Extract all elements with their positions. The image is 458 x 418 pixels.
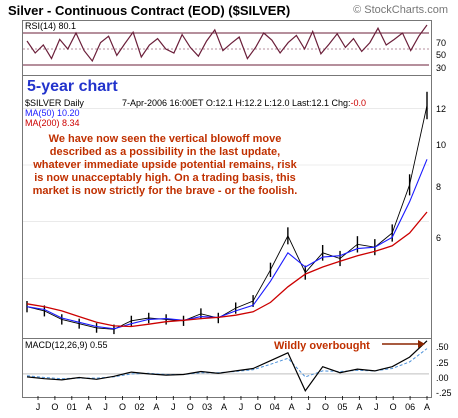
x-tick-label: O bbox=[51, 402, 59, 412]
x-tick-label: 03 bbox=[202, 402, 213, 412]
x-tick-label: A bbox=[423, 402, 431, 412]
x-tick-label: A bbox=[153, 402, 160, 412]
rsi-label: RSI(14) 80.1 bbox=[25, 21, 77, 31]
quote-label: 7-Apr-2006 16:00ET O:12.1 H:12.2 L:12.0 … bbox=[122, 98, 366, 108]
macd-tick-25: .25 bbox=[436, 358, 449, 368]
x-tick-label: 04 bbox=[269, 402, 280, 412]
ma200-line bbox=[26, 211, 428, 328]
ma50-line bbox=[26, 159, 428, 330]
five-year-label: 5-year chart bbox=[27, 78, 118, 95]
ma50-label: MA(50) 10.20 bbox=[25, 108, 80, 118]
x-tick-label: 05 bbox=[337, 402, 348, 412]
price-tick-12: 12 bbox=[436, 104, 447, 114]
price-tick-10: 10 bbox=[436, 140, 447, 150]
commentary-annotation: We have now seen the vertical blowoff mo… bbox=[32, 133, 298, 197]
macd-panel bbox=[22, 338, 432, 398]
x-tick-label: 02 bbox=[134, 402, 145, 412]
x-tick-label: A bbox=[288, 402, 295, 412]
x-tick-label: J bbox=[35, 402, 41, 412]
rsi-tick-50: 50 bbox=[436, 50, 447, 60]
price-tick-8: 8 bbox=[436, 182, 442, 192]
x-tick-label: J bbox=[306, 402, 311, 412]
x-tick-label: A bbox=[85, 402, 92, 412]
x-tick-label: O bbox=[389, 402, 397, 412]
macd-tick-50: .50 bbox=[436, 342, 449, 352]
x-tick-label: J bbox=[171, 402, 176, 412]
brand-label: © StockCharts.com bbox=[353, 4, 448, 16]
chart-title: Silver - Continuous Contract (EOD) ($SIL… bbox=[8, 3, 291, 18]
ma200-label: MA(200) 8.34 bbox=[25, 118, 80, 128]
x-tick-label: J bbox=[374, 402, 379, 412]
price-panel bbox=[22, 75, 432, 339]
price-line bbox=[26, 105, 428, 330]
symbol-label: $SILVER Daily bbox=[25, 98, 84, 108]
x-tick-label: 06 bbox=[405, 402, 416, 412]
x-tick-label: J bbox=[103, 402, 108, 412]
rsi-tick-30: 30 bbox=[436, 63, 447, 73]
macd-label: MACD(12,26,9) 0.55 bbox=[25, 340, 108, 350]
x-tick-label: O bbox=[322, 402, 330, 412]
quote-change: -0.0 bbox=[350, 98, 367, 108]
x-tick-label: O bbox=[119, 402, 127, 412]
quote-text: 7-Apr-2006 16:00ET O:12.1 H:12.2 L:12.0 … bbox=[122, 98, 351, 108]
overbought-annotation: Wildly overbought bbox=[274, 340, 370, 352]
macd-line bbox=[26, 340, 428, 392]
rsi-tick-70: 70 bbox=[436, 38, 447, 48]
price-tick-6: 6 bbox=[436, 233, 442, 243]
macd-tick-00: .00 bbox=[436, 373, 449, 383]
x-tick-label: A bbox=[356, 402, 363, 412]
rsi-panel bbox=[22, 20, 432, 76]
overbought-arrow-head bbox=[418, 340, 425, 348]
x-tick-label: 01 bbox=[66, 402, 77, 412]
rsi-line bbox=[26, 24, 428, 63]
x-tick-label: O bbox=[254, 402, 262, 412]
x-tick-label: O bbox=[186, 402, 194, 412]
macd-tick-neg25: -.25 bbox=[436, 388, 452, 398]
x-tick-label: J bbox=[238, 402, 244, 412]
x-tick-label: A bbox=[221, 402, 228, 412]
